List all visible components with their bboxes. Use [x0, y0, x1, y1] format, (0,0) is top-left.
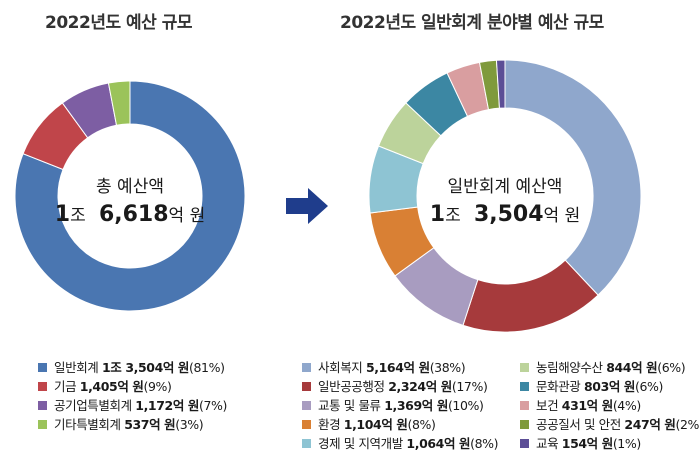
general-legend-item-2: 교통 및 물류 1,369억 원 (10%): [302, 396, 498, 415]
general-legend-item-8: 공공질서 및 안전 247억 원(2%): [520, 415, 700, 434]
general-legend-pct-4: (8%): [470, 436, 499, 451]
general-legend-amount-4: 1,064억 원: [406, 436, 471, 451]
legend-general-right: 농림해양수산 844억 원 (6%) 문화관광 803억 원 (6%) 보건 431억 …: [520, 358, 700, 453]
general-legend-pct-2: (10%): [447, 398, 484, 413]
general-legend-label-5: 농림해양수산: [536, 360, 607, 375]
legend-total: 일반회계 1조 3,504억 원 (81%) 기금 1,405억 원 (9%) 공기업특…: [38, 358, 227, 434]
general-legend-pct-7: (4%): [612, 398, 641, 413]
general-legend-amount-5: 844억 원: [606, 360, 658, 375]
general-legend-label-4: 경제 및 지역개발: [318, 436, 407, 451]
general-legend-pct-8: (2%): [675, 417, 700, 432]
general-slice-9: [495, 59, 506, 109]
total-legend-item-3: 기타특별회계 537억 원 (3%): [38, 415, 227, 434]
general-legend-swatch-4: [302, 439, 311, 448]
general-legend-item-6: 문화관광 803억 원 (6%): [520, 377, 700, 396]
general-legend-amount-0: 5,164억 원: [365, 360, 430, 375]
total-legend-amount-2: 1,172억 원: [135, 398, 199, 413]
total-center-amount: 1조 6,618억 원: [54, 202, 206, 227]
general-legend-pct-1: (17%): [451, 379, 488, 394]
general-legend-label-2: 교통 및 물류: [318, 398, 385, 413]
chart-title-total: 2022년도 예산 규모: [45, 13, 193, 33]
general-center-title: 일반회계 예산액: [447, 177, 563, 197]
general-legend-swatch-7: [520, 401, 529, 410]
general-legend-label-1: 일반공공행정: [318, 379, 389, 394]
total-center-title: 총 예산액: [96, 177, 164, 197]
general-legend-label-7: 보건: [536, 398, 562, 413]
general-legend-swatch-8: [520, 420, 529, 429]
general-center-label: 일반회계 예산액 1조 3,504억 원: [405, 172, 605, 227]
total-legend-label-3: 기타특별회계: [54, 417, 125, 432]
general-legend-item-4: 경제 및 지역개발 1,064억 원 (8%): [302, 434, 499, 453]
general-legend-pct-6: (6%): [635, 379, 664, 394]
general-slice-0: [504, 59, 642, 296]
total-legend-label-2: 공기업특별회계: [54, 398, 136, 413]
total-legend-label-1: 기금: [54, 379, 80, 394]
total-legend-amount-3: 537억 원: [124, 417, 176, 432]
total-legend-item-1: 기금 1,405억 원 (9%): [38, 377, 227, 396]
general-legend-item-0: 사회복지 5,164억 원 (38%): [302, 358, 498, 377]
general-legend-item-7: 보건 431억 원 (4%): [520, 396, 700, 415]
general-legend-item-3: 환경 1,104억 원 (8%): [302, 415, 498, 434]
general-legend-swatch-5: [520, 363, 529, 372]
arrow-right-icon: [286, 188, 328, 224]
general-legend-amount-7: 431억 원: [561, 398, 613, 413]
general-legend-swatch-1: [302, 382, 311, 391]
general-legend-swatch-2: [302, 401, 311, 410]
total-legend-pct-1: (9%): [143, 379, 172, 394]
total-legend-swatch-2: [38, 401, 47, 410]
total-legend-pct-3: (3%): [175, 417, 204, 432]
general-legend-item-1: 일반공공행정 2,324억 원 (17%): [302, 377, 498, 396]
general-legend-amount-6: 803억 원: [583, 379, 636, 394]
general-legend-swatch-0: [302, 363, 311, 372]
general-legend-amount-8: 247억 원: [624, 417, 676, 432]
general-legend-swatch-9: [520, 439, 529, 448]
total-legend-label-0: 일반회계: [54, 360, 102, 375]
general-legend-label-8: 공공질서 및 안전: [536, 417, 625, 432]
general-legend-label-3: 환경: [318, 417, 344, 432]
general-legend-label-6: 문화관광: [536, 379, 584, 394]
general-legend-label-0: 사회복지: [318, 360, 366, 375]
general-legend-item-5: 농림해양수산 844억 원 (6%): [520, 358, 700, 377]
total-center-label: 총 예산액 1조 6,618억 원: [30, 172, 230, 227]
total-legend-swatch-0: [38, 363, 47, 372]
general-legend-label-9: 교육: [536, 436, 562, 451]
total-slice-3: [107, 80, 131, 126]
general-legend-pct-9: (1%): [612, 436, 641, 451]
general-legend-amount-3: 1,104억 원: [343, 417, 408, 432]
total-legend-amount-1: 1,405억 원: [79, 379, 144, 394]
general-legend-pct-5: (6%): [657, 360, 686, 375]
total-legend-pct-0: (81%): [189, 360, 225, 375]
total-legend-swatch-3: [38, 420, 47, 429]
general-legend-amount-9: 154억 원: [561, 436, 613, 451]
general-legend-pct-3: (8%): [407, 417, 436, 432]
general-legend-swatch-3: [302, 420, 311, 429]
total-legend-item-2: 공기업특별회계 1,172억 원 (7%): [38, 396, 227, 415]
general-legend-pct-0: (38%): [429, 360, 466, 375]
legend-general-left: 사회복지 5,164억 원 (38%) 일반공공행정 2,324억 원 (17%) 교통…: [302, 358, 499, 453]
total-legend-pct-2: (7%): [198, 398, 227, 413]
general-center-amount: 1조 3,504억 원: [429, 202, 581, 227]
total-legend-amount-0: 1조 3,504억 원: [101, 360, 190, 375]
general-legend-amount-2: 1,369억 원: [384, 398, 448, 413]
general-legend-item-9: 교육 154억 원 (1%): [520, 434, 700, 453]
total-legend-item-0: 일반회계 1조 3,504억 원 (81%): [38, 358, 227, 377]
chart-title-general: 2022년도 일반회계 분야별 예산 규모: [340, 13, 604, 33]
total-slice-0: [14, 80, 246, 312]
total-legend-swatch-1: [38, 382, 47, 391]
general-legend-amount-1: 2,324억 원: [388, 379, 452, 394]
general-legend-swatch-6: [520, 382, 529, 391]
